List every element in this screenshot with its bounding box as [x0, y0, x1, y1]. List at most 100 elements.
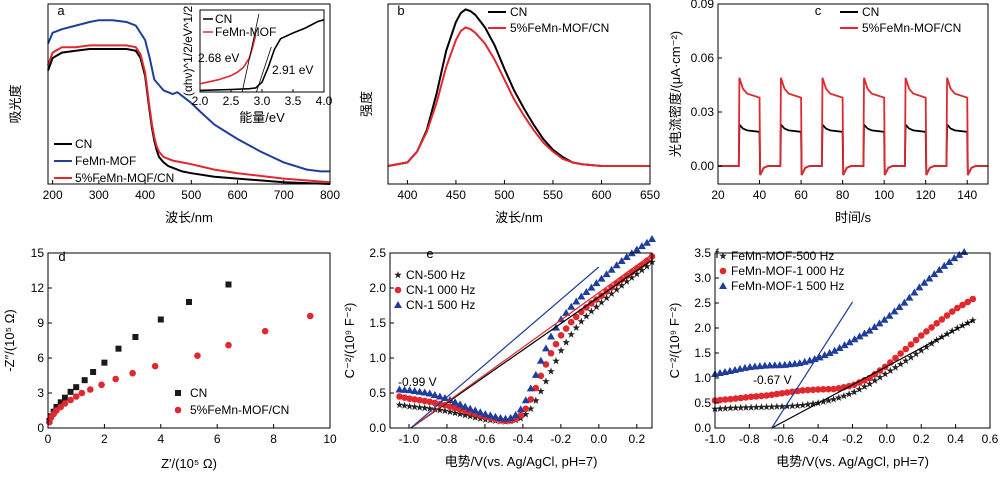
e-point	[628, 273, 636, 281]
f-xlabel: 电势/V(vs. Ag/AgCl, pH=7)	[776, 454, 929, 469]
b-legend-entry: CN	[510, 5, 527, 19]
c-plot-frame	[717, 3, 989, 185]
e-ylabel: C⁻²/(10⁹ F⁻²)	[342, 303, 357, 379]
c-ytick-label: 0.00	[691, 159, 715, 173]
f-point	[845, 390, 853, 398]
f-point	[875, 319, 884, 327]
a-xtick-label: 200	[43, 188, 63, 202]
e-point	[440, 394, 449, 402]
f-xtick-label: 0.4	[947, 432, 964, 446]
e-point	[420, 404, 429, 412]
a-legend-entry: CN	[75, 137, 92, 151]
f-point	[799, 387, 806, 394]
e-point	[396, 393, 403, 400]
a-xtick-label: 800	[320, 188, 340, 202]
d-point	[186, 299, 192, 305]
f-point	[902, 356, 910, 365]
a-inset-xtick-label: 2.5	[223, 94, 240, 108]
f-point	[804, 386, 812, 394]
e-point	[456, 406, 464, 413]
e-legend-marker	[394, 271, 402, 279]
f-annotation: -0.67 V	[753, 373, 792, 387]
a-xtick-label: 400	[135, 188, 155, 202]
c-ytick-label: 0.06	[691, 51, 715, 65]
e-point	[435, 392, 444, 400]
e-point	[622, 252, 631, 260]
f-point	[721, 404, 730, 412]
f-ytick-label: 3.0	[694, 271, 711, 285]
e-point	[542, 377, 550, 385]
d-point	[261, 327, 269, 335]
d-ytick-label: 9	[37, 316, 44, 330]
f-point	[954, 304, 961, 312]
f-point	[742, 403, 750, 411]
d-ytick-label: 3	[37, 386, 44, 400]
c-xtick-label: 80	[836, 188, 850, 202]
f-point	[892, 354, 899, 362]
f-point	[922, 343, 931, 351]
f-point	[880, 315, 889, 323]
c-xtick-label: 100	[874, 188, 894, 202]
e-point	[532, 384, 540, 392]
f-point	[742, 394, 750, 401]
e-point	[531, 370, 540, 378]
d-point	[225, 341, 232, 349]
a-xlabel: 波长/nm	[165, 210, 213, 225]
e-point	[536, 356, 545, 364]
f-point	[958, 321, 967, 329]
e-legend-marker	[394, 301, 402, 308]
f-point	[726, 404, 735, 412]
e-point	[532, 396, 540, 404]
f-point	[930, 270, 939, 278]
a-series-line-2	[47, 44, 331, 184]
f-ylabel: C⁻²/(10⁹ F⁻²)	[667, 303, 682, 379]
f-point	[762, 403, 771, 411]
f-ytick-label: 1.5	[694, 346, 711, 360]
a-legend-entry: 5%FeMn-MOF/CN	[75, 171, 174, 185]
e-point	[406, 395, 413, 402]
a-series-line-1	[47, 19, 330, 173]
e-point	[546, 332, 555, 340]
f-point	[917, 332, 925, 339]
d-point	[151, 362, 159, 370]
f-point	[870, 323, 879, 330]
c-legend-entry: CN	[862, 5, 879, 19]
f-point	[819, 397, 828, 405]
f-point	[855, 385, 864, 393]
e-xtick-label: -0.6	[475, 432, 496, 446]
d-xtick-label: 8	[270, 432, 277, 446]
f-fit-line	[771, 301, 854, 429]
f-point	[747, 393, 755, 401]
f-point	[830, 346, 839, 354]
d-point	[112, 375, 119, 383]
e-point	[562, 325, 570, 332]
e-point	[572, 313, 580, 321]
f-point	[907, 341, 915, 348]
e-point	[456, 410, 464, 418]
e-point	[567, 330, 575, 338]
e-plot-frame	[389, 252, 653, 429]
d-point	[67, 396, 74, 404]
e-point	[587, 283, 596, 291]
f-point	[850, 335, 859, 343]
e-point	[557, 346, 565, 354]
e-point	[557, 331, 565, 339]
e-point	[612, 261, 621, 269]
e-point	[572, 297, 581, 305]
f-point	[948, 308, 956, 315]
f-legend-entry: FeMn-MOF-1 500 Hz	[731, 279, 844, 293]
c-xtick-label: 60	[794, 188, 808, 202]
a-inset-xtick-label: 3.5	[285, 94, 302, 108]
f-point	[824, 396, 833, 404]
a-inset-legend-entry: FeMn-MOF	[215, 25, 276, 39]
f-point	[788, 402, 797, 410]
e-ytick-label: 2.0	[369, 281, 386, 295]
f-xtick-label: -0.6	[773, 432, 794, 446]
e-point	[527, 404, 535, 412]
f-point	[969, 295, 977, 303]
a-xtick-label: 500	[181, 188, 201, 202]
a-inset-tangent	[256, 46, 272, 93]
e-point	[405, 386, 414, 394]
a-inset: 2.0 2.5 3.0 3.5 4.0 能量/eV (αhν)^1/2/eV^1/2 CNFe…	[181, 6, 333, 125]
a-inset-xtick-label: 4.0	[316, 94, 333, 108]
